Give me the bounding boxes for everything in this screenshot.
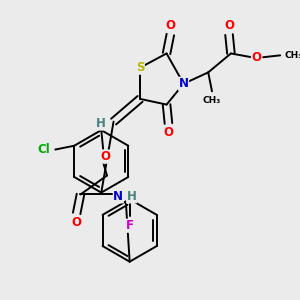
Text: N: N [113, 190, 123, 203]
Text: S: S [136, 61, 144, 74]
Text: O: O [72, 216, 82, 230]
Text: H: H [127, 190, 136, 203]
Text: O: O [251, 51, 262, 64]
Text: H: H [95, 117, 105, 130]
Text: CH₃: CH₃ [284, 51, 300, 60]
Text: O: O [224, 19, 234, 32]
Text: CH₃: CH₃ [203, 96, 221, 105]
Text: O: O [100, 150, 110, 163]
Text: F: F [126, 219, 134, 232]
Text: Cl: Cl [38, 143, 50, 156]
Text: O: O [164, 127, 173, 140]
Text: O: O [165, 19, 176, 32]
Text: N: N [178, 77, 189, 90]
